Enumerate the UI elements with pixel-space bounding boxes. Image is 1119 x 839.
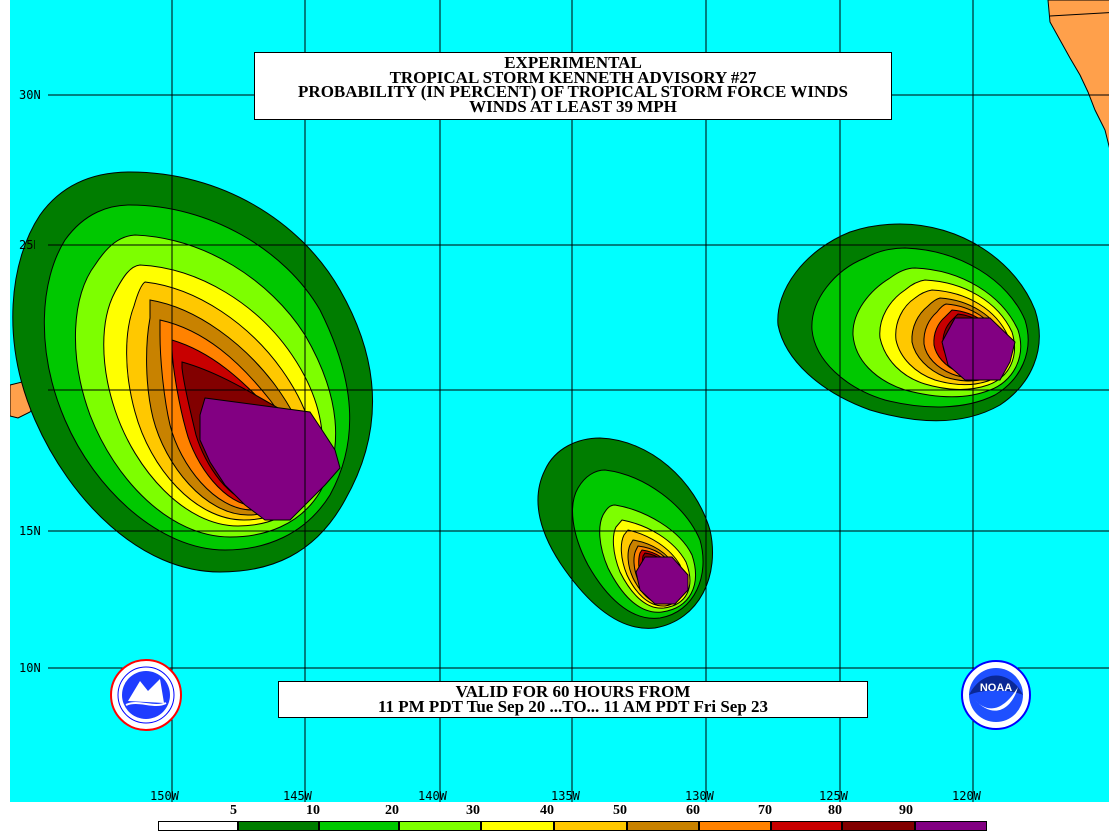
legend-threshold: 70 [758,803,772,818]
legend-threshold: 10 [306,803,320,818]
lat-label-25n: 25N [19,239,35,251]
svg-text:NOAA: NOAA [980,682,1012,694]
noaa-logo-icon: NOAA [961,660,1031,730]
lat-lon-grid [48,0,1109,802]
land-mexico [1047,0,1109,149]
legend-color-bar [158,821,987,831]
lon-label-145w: 145W [283,789,312,803]
lon-label-150w: 150W [150,789,179,803]
legend-threshold: 90 [899,803,913,818]
probability-swath-central [537,437,714,629]
nws-logo-icon [110,659,182,731]
probability-swath-east [777,223,1040,422]
lon-label-125w: 125W [819,789,848,803]
probability-swath-west [12,171,373,573]
legend-swatch [842,821,915,831]
title-line-3: PROBABILITY (IN PERCENT) OF TROPICAL STO… [298,82,848,101]
lon-label-140w: 140W [418,789,447,803]
legend-swatch [238,821,319,831]
legend-threshold: 20 [385,803,399,818]
valid-line-1: VALID FOR 60 HOURS FROM [455,682,691,701]
title-box: EXPERIMENTAL TROPICAL STORM KENNETH ADVI… [254,52,892,120]
legend-swatch [915,821,987,831]
legend-swatch [771,821,842,831]
legend-swatch [699,821,771,831]
valid-period-box: VALID FOR 60 HOURS FROM 11 PM PDT Tue Se… [278,681,868,718]
legend-swatch [627,821,699,831]
legend-threshold: 30 [466,803,480,818]
lat-label-10n: 10N [19,661,41,675]
lon-label-135w: 135W [551,789,580,803]
legend-threshold: 5 [230,803,237,818]
title-line-1: EXPERIMENTAL [504,53,642,72]
legend-threshold: 60 [686,803,700,818]
lat-label-30n: 30N [19,88,41,102]
legend-swatch [554,821,627,831]
lon-label-130w: 130W [685,789,714,803]
legend-threshold: 80 [828,803,842,818]
legend-swatch [481,821,554,831]
title-line-4: WINDS AT LEAST 39 MPH [469,96,677,116]
title-line-2: TROPICAL STORM KENNETH ADVISORY #27 [389,67,757,87]
valid-line-2: 11 PM PDT Tue Sep 20 ...TO... 11 AM PDT … [377,697,769,716]
legend-swatch [158,821,238,831]
lat-label-15n: 15N [19,524,41,538]
legend-swatch [399,821,481,831]
legend-threshold: 50 [613,803,627,818]
legend-swatch [319,821,399,831]
legend-threshold: 40 [540,803,554,818]
lon-label-120w: 120W [952,789,981,803]
